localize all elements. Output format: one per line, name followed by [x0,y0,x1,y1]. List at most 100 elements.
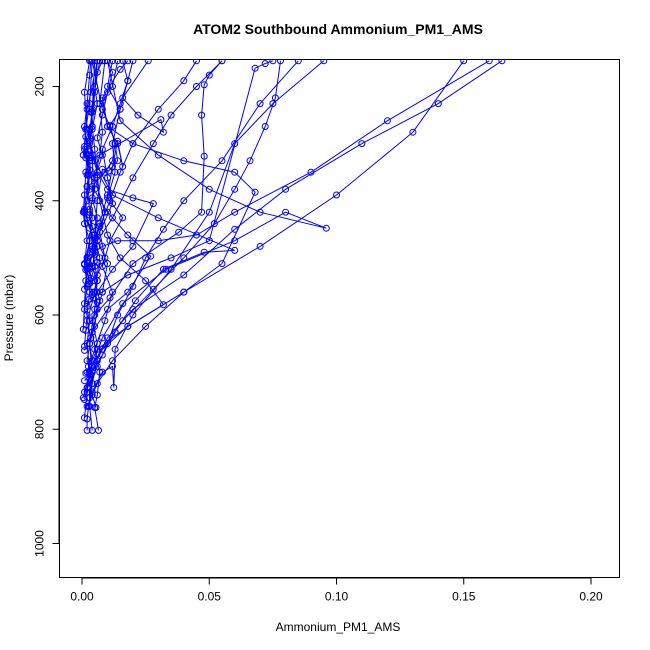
data-point [251,64,259,72]
data-point [131,297,139,305]
data-point [119,317,127,325]
data-point [92,404,100,411]
data-point [256,242,264,250]
data-point [86,288,94,296]
data-point [307,168,315,176]
data-point [93,59,101,65]
data-point [154,237,162,245]
y-axis: 200 400 600 800 1000 [33,76,60,557]
data-point [104,231,111,239]
series-line [87,60,129,407]
data-point [124,288,132,296]
data-point [109,191,116,199]
data-point [294,59,302,65]
data-point [98,105,106,113]
data-point [256,100,264,108]
data-point [154,214,162,222]
data-point [106,294,114,302]
data-point [93,271,101,279]
series-line [84,60,503,393]
data-point [142,322,150,330]
x-tick-label: 0.15 [452,590,476,604]
data-point [87,334,95,342]
data-point [198,111,206,119]
series-12 [82,59,468,377]
plot-frame [59,59,620,578]
data-point [109,265,116,273]
chart-title: ATOM2 Southbound Ammonium_PM1_AMS [193,21,483,37]
x-axis: 0.00 0.05 0.10 0.15 0.20 [70,577,603,604]
data-point [101,254,109,262]
data-point [88,317,96,325]
data-point [81,220,88,228]
data-point [81,414,88,422]
data-point [84,402,92,410]
data-point [358,140,366,148]
data-point [88,380,96,388]
data-point [119,59,127,65]
data-point [109,362,116,370]
data-point [93,391,101,399]
data-point [129,237,137,245]
data-point [149,200,157,208]
x-tick-label: 0.00 [70,590,94,604]
data-point [116,100,124,108]
data-point [231,208,239,216]
data-point [110,384,118,391]
data-point [167,254,175,262]
x-tick-label: 0.10 [325,590,349,604]
data-point [205,185,213,193]
series-line [86,60,281,373]
series-line [85,60,465,374]
data-point [96,151,104,159]
data-point [193,83,200,90]
data-point [81,396,88,403]
series-line [86,60,197,376]
data-point [129,260,137,268]
data-point [320,59,328,65]
data-point [83,357,91,365]
series-5 [81,59,302,403]
data-point [231,185,239,193]
data-point [98,59,106,65]
data-point [231,246,239,254]
data-point [111,168,119,176]
data-point [119,300,127,308]
data-point [98,288,106,296]
data-point [149,140,157,148]
data-point [261,123,269,130]
series-line [84,60,223,347]
data-point [93,340,101,348]
y-tick-label: 1000 [33,530,47,557]
data-point [193,59,200,65]
series-line [86,60,155,307]
data-point [81,346,88,354]
data-point [93,168,101,176]
data-point [383,117,391,125]
data-point [498,59,506,65]
data-point [83,426,91,434]
data-point [210,220,218,228]
x-axis-label: Ammonium_PM1_AMS [276,620,401,634]
series-line [82,60,165,398]
data-point [460,59,468,65]
data-point [261,60,269,68]
data-point [93,197,101,205]
data-point [79,208,87,216]
series-line [85,60,490,270]
data-point [91,311,99,319]
data-point [86,237,94,245]
data-point [83,183,91,190]
data-point [157,116,165,124]
data-point [180,157,188,165]
data-point [88,151,96,159]
data-point [251,188,259,196]
data-point [98,145,106,153]
data-point [231,168,239,176]
data-point [83,265,91,273]
data-point [104,305,111,313]
data-point [485,59,493,65]
series-11 [81,59,506,396]
data-point [144,59,152,65]
